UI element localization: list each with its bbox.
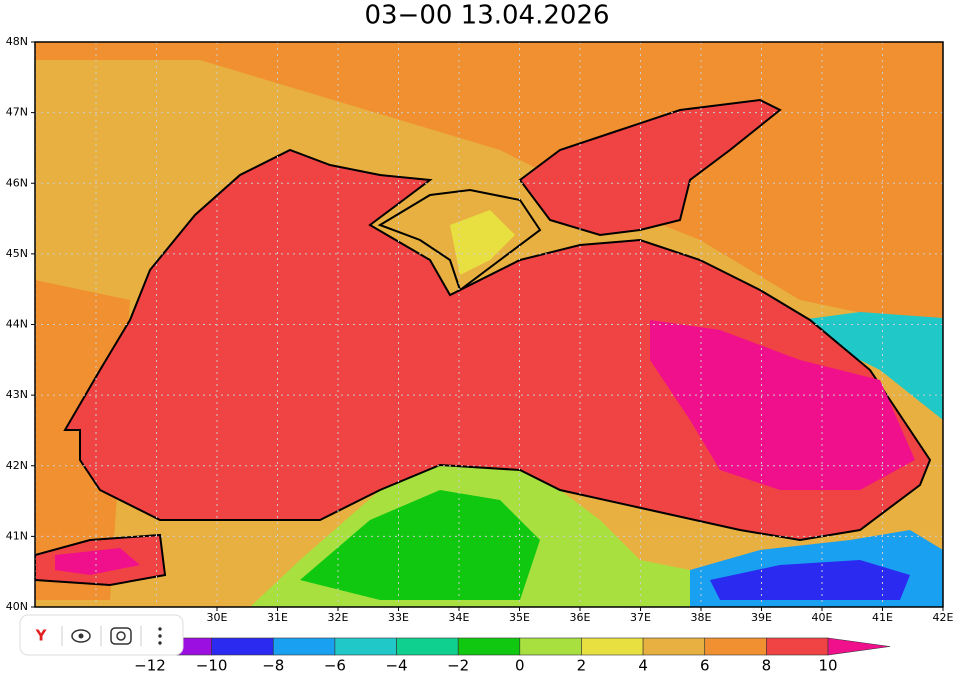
colorbar-segment xyxy=(272,637,336,656)
lon-label: 41E xyxy=(872,611,893,624)
colorbar-segment xyxy=(334,637,397,656)
colorbar: −12 −10 −8 −6 −4 −2 0 2 4 6 8 10 xyxy=(134,637,891,675)
lon-label: 39E xyxy=(751,611,772,624)
menu-icon[interactable] xyxy=(158,627,162,645)
colorbar-label: 6 xyxy=(700,657,710,675)
lon-label: 31E xyxy=(267,611,288,624)
colorbar-segment xyxy=(457,637,521,656)
browser-icon[interactable]: Y xyxy=(35,627,48,645)
lat-label: 45N xyxy=(6,247,28,260)
colorbar-segment xyxy=(766,637,829,656)
camera-lens xyxy=(116,631,126,641)
colorbar-segment xyxy=(519,637,582,656)
lat-label: 47N xyxy=(6,106,28,119)
colorbar-label: −4 xyxy=(385,657,407,675)
lat-label: 46N xyxy=(6,176,28,189)
eye-pupil xyxy=(78,633,84,639)
colorbar-label: 2 xyxy=(577,657,587,675)
lat-label: 42N xyxy=(6,459,28,472)
lon-label: 37E xyxy=(630,611,651,624)
colorbar-label: 8 xyxy=(762,657,772,675)
toolbar: Y xyxy=(19,614,184,656)
colorbar-segment xyxy=(704,637,767,656)
axis-labels: 48N 47N 46N 45N 44N 43N 42N 41N 40N 30E 31E 32E 33E 3… xyxy=(6,35,954,624)
lat-label: 41N xyxy=(6,529,28,542)
camera-icon[interactable] xyxy=(110,627,132,645)
lat-label: 43N xyxy=(6,388,28,401)
colorbar-label: −10 xyxy=(196,657,228,675)
lon-label: 38E xyxy=(691,611,712,624)
colorbar-segment xyxy=(581,637,644,656)
colorbar-label: −6 xyxy=(324,657,346,675)
lat-label: 44N xyxy=(6,318,28,331)
colorbar-label: 0 xyxy=(515,657,525,675)
colorbar-segment xyxy=(642,637,706,656)
colorbar-label: −12 xyxy=(134,657,166,675)
eye-icon[interactable] xyxy=(71,629,91,643)
lon-label: 30E xyxy=(207,611,228,624)
lat-label: 48N xyxy=(6,35,28,48)
lon-label: 34E xyxy=(449,611,470,624)
lon-label: 42E xyxy=(933,611,954,624)
colorbar-extension xyxy=(827,637,891,656)
colorbar-segment xyxy=(211,637,274,656)
colorbar-label: −8 xyxy=(262,657,284,675)
colorbar-label: −2 xyxy=(447,657,469,675)
colorbar-label: 4 xyxy=(638,657,648,675)
lon-label: 33E xyxy=(388,611,409,624)
lon-label: 35E xyxy=(509,611,530,624)
colorbar-label: 10 xyxy=(818,657,837,675)
colorbar-segment xyxy=(396,637,459,656)
lon-label: 36E xyxy=(570,611,591,624)
lon-label: 32E xyxy=(328,611,349,624)
lat-label: 40N xyxy=(6,600,28,613)
map-field xyxy=(35,42,943,607)
lon-label: 40E xyxy=(812,611,833,624)
title: 03−00 13.04.2026 xyxy=(364,1,609,31)
